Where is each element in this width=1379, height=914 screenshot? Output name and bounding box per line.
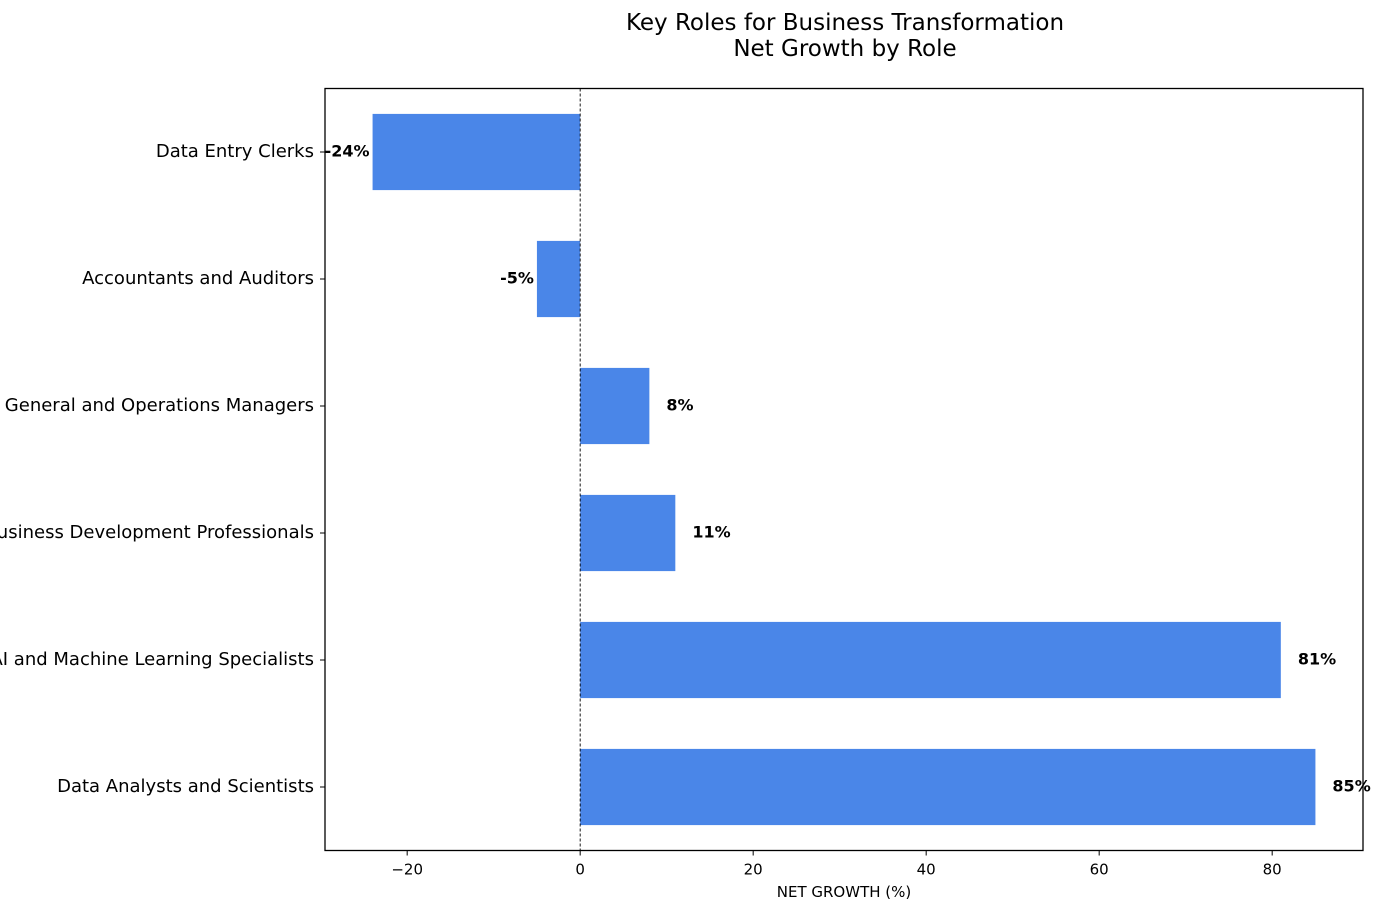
x-tick-label: 0 xyxy=(575,861,585,879)
bar xyxy=(580,621,1281,699)
y-tick-label: Data Entry Clerks xyxy=(156,141,314,162)
x-tick-label: 40 xyxy=(917,861,936,879)
bar xyxy=(580,748,1316,826)
bar xyxy=(580,367,650,445)
y-axis: Data Entry Clerks Accountants and Auditor… xyxy=(0,141,325,797)
data-label: 81% xyxy=(1298,650,1336,669)
data-labels-layer: -24% -5% 8% 11% 81% 85% xyxy=(325,142,1371,796)
x-tick-label: 80 xyxy=(1263,861,1282,879)
y-tick-label: AI and Machine Learning Specialists xyxy=(0,649,314,670)
data-label: 85% xyxy=(1332,777,1370,796)
y-tick-label: Data Analysts and Scientists xyxy=(57,776,314,797)
data-label: 11% xyxy=(692,523,730,542)
bars-layer xyxy=(372,113,1316,826)
y-tick-label: General and Operations Managers xyxy=(5,395,314,416)
y-tick-label: Accountants and Auditors xyxy=(82,268,314,289)
plot-frame xyxy=(324,87,1364,852)
chart-subtitle: Net Growth by Role xyxy=(733,36,956,62)
data-label: -5% xyxy=(500,269,534,288)
y-tick-label: Business Development Professionals xyxy=(0,522,314,543)
data-label: 8% xyxy=(666,396,693,415)
chart-title: Key Roles for Business Transformation xyxy=(626,10,1064,36)
bar xyxy=(536,240,581,318)
x-tick-label: 60 xyxy=(1090,861,1109,879)
bar xyxy=(580,494,676,572)
bar xyxy=(372,113,581,191)
x-axis: −20 0 20 40 60 80 xyxy=(391,850,1282,879)
data-label: -24% xyxy=(325,142,370,161)
x-tick-label: 20 xyxy=(744,861,763,879)
x-tick-label: −20 xyxy=(391,861,423,879)
x-axis-title: NET GROWTH (%) xyxy=(777,883,911,901)
